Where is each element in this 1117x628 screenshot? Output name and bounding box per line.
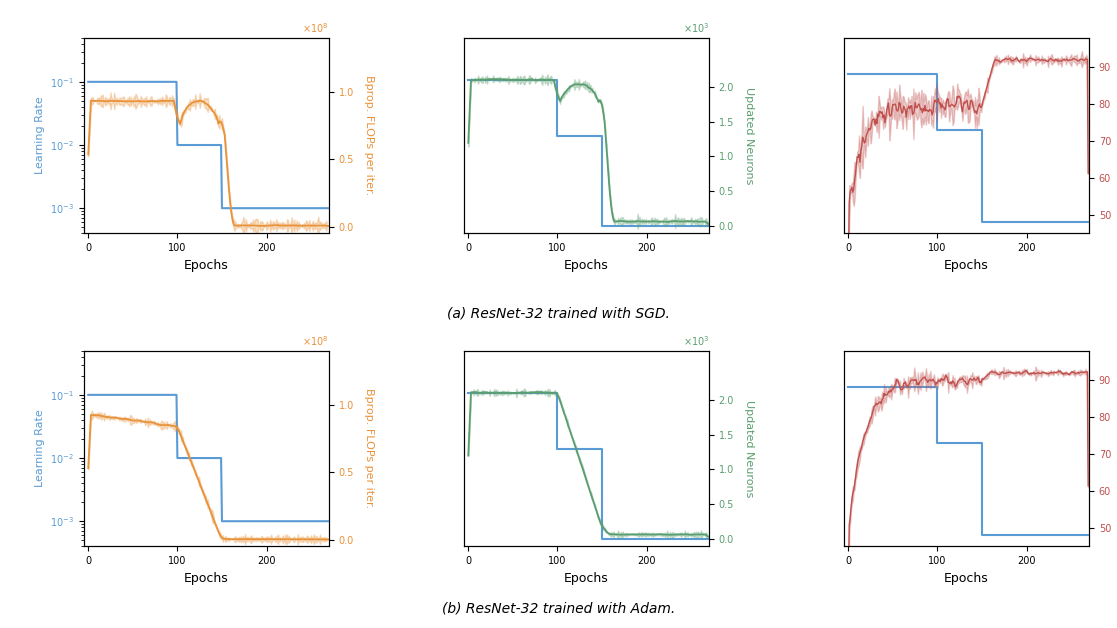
Text: (b) ResNet-32 trained with Adam.: (b) ResNet-32 trained with Adam. (442, 601, 675, 615)
Y-axis label: Updated Neurons: Updated Neurons (744, 87, 754, 184)
Text: $\times10^8$: $\times10^8$ (303, 334, 330, 348)
X-axis label: Epochs: Epochs (944, 259, 989, 271)
Y-axis label: Bprop. FLOPs per iter.: Bprop. FLOPs per iter. (363, 388, 373, 509)
X-axis label: Epochs: Epochs (564, 259, 609, 271)
X-axis label: Epochs: Epochs (184, 259, 229, 271)
X-axis label: Epochs: Epochs (944, 571, 989, 585)
Y-axis label: Learning Rate: Learning Rate (35, 97, 45, 175)
X-axis label: Epochs: Epochs (184, 571, 229, 585)
Text: $\times10^8$: $\times10^8$ (303, 21, 330, 35)
Y-axis label: Updated Neurons: Updated Neurons (744, 400, 754, 497)
Text: $\times10^3$: $\times10^3$ (682, 334, 709, 348)
Text: (a) ResNet-32 trained with SGD.: (a) ResNet-32 trained with SGD. (447, 306, 670, 320)
X-axis label: Epochs: Epochs (564, 571, 609, 585)
Y-axis label: Bprop. FLOPs per iter.: Bprop. FLOPs per iter. (363, 75, 373, 196)
Y-axis label: Learning Rate: Learning Rate (35, 409, 45, 487)
Text: $\times10^3$: $\times10^3$ (682, 21, 709, 35)
